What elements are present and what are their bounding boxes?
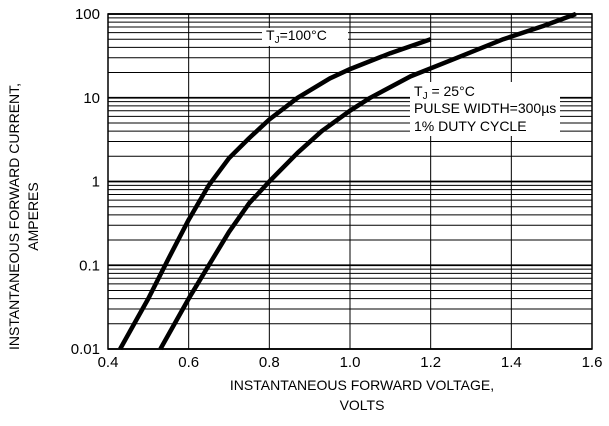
x-axis-title-line-2: VOLTS: [340, 397, 385, 413]
x-tick-label: 0.4: [98, 354, 119, 371]
y-axis-title-line-1: INSTANTANEOUS FORWARD CURRENT,: [6, 83, 22, 350]
x-tick-label: 0.6: [178, 354, 199, 371]
tick-label-layer: 0.4 0.6 0.8 1.0 1.2 1.4 1.6 0.01 0.1 1 10 100: [71, 6, 603, 371]
y-axis-title-line-2: AMPERES: [25, 182, 41, 250]
series-line-tj100: [118, 37, 432, 351]
y-tick-label: 10: [83, 90, 100, 107]
y-tick-label: 0.01: [71, 341, 100, 358]
series-layer: [118, 11, 577, 351]
tj100-series-label: TJ=100°C: [266, 27, 327, 46]
tj100-annotation: TJ=100°C: [262, 27, 348, 46]
y-tick-label: 0.1: [79, 257, 100, 274]
x-tick-label: 1.2: [420, 354, 441, 371]
tj100-label-background: [262, 28, 348, 46]
plot-frame: [107, 13, 593, 350]
x-tick-label: 1.4: [501, 354, 522, 371]
x-tick-label: 1.6: [582, 354, 603, 371]
x-axis-title-line-1: INSTANTANEOUS FORWARD VOLTAGE,: [230, 377, 494, 393]
duty-cycle-note: 1% DUTY CYCLE: [414, 118, 527, 134]
series-line-tj25: [158, 11, 577, 351]
y-tick-label: 100: [75, 6, 100, 23]
x-tick-label: 1.0: [340, 354, 361, 371]
tj25-label-background: [410, 82, 560, 136]
tj25-annotation-block: TJ = 25°C PULSE WIDTH=300µs 1% DUTY CYCL…: [410, 82, 560, 136]
x-tick-label: 0.8: [259, 354, 280, 371]
tj25-series-label: TJ = 25°C: [414, 83, 475, 102]
y-tick-label: 1: [92, 174, 100, 191]
pulse-width-note: PULSE WIDTH=300µs: [414, 100, 556, 116]
grid-layer: [107, 13, 593, 350]
